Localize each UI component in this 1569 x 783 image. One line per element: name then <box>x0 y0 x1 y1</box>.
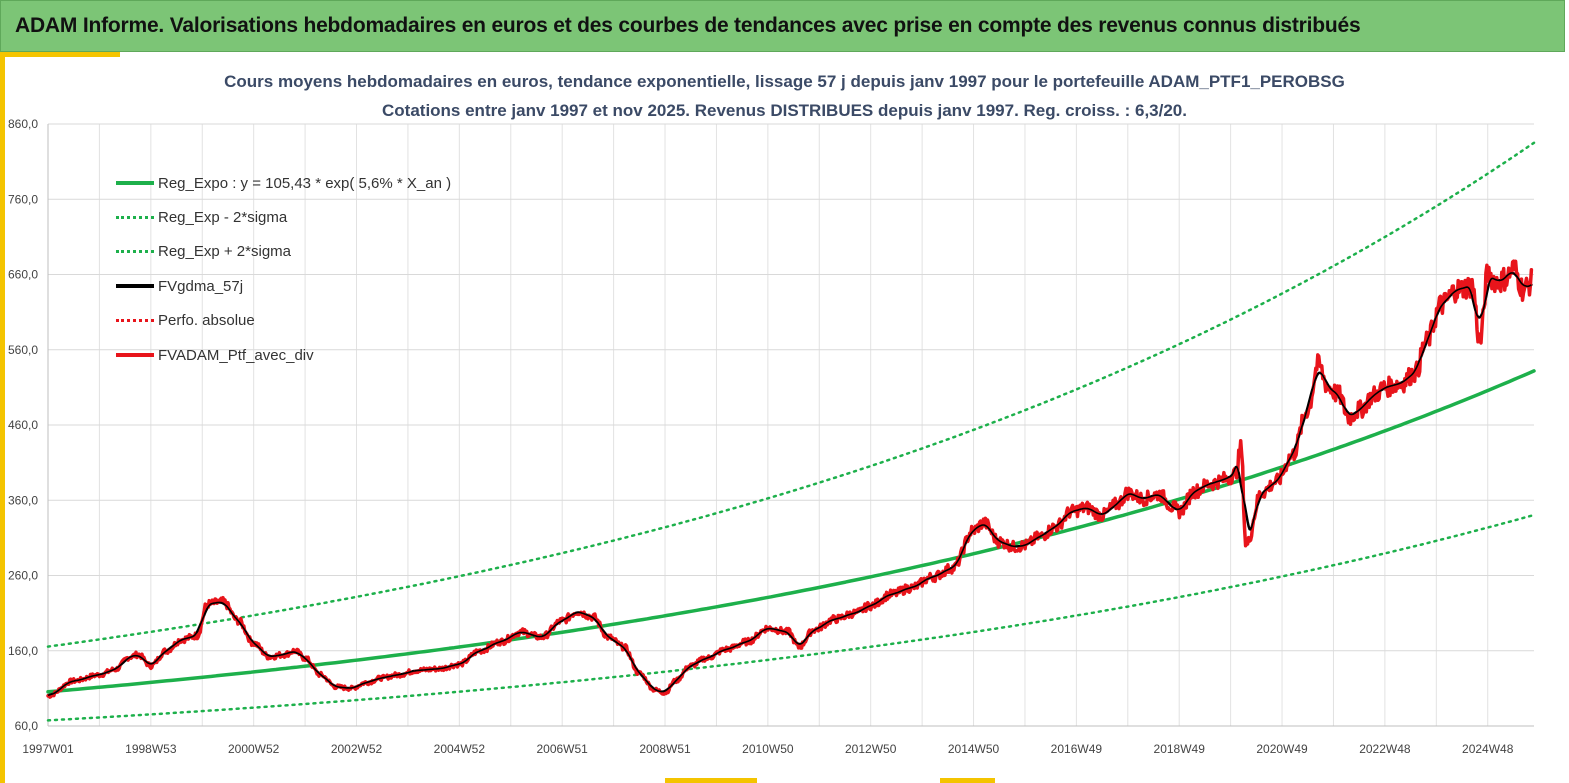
y-tick-label: 260,0 <box>8 569 38 583</box>
legend-label: FVgdma_57j <box>158 277 244 295</box>
page-title: ADAM Informe. Valorisations hebdomadaire… <box>15 14 1361 37</box>
x-tick-label: 2012W50 <box>845 742 897 756</box>
legend-item: Perfo. absolue <box>116 304 451 338</box>
chart-legend: Reg_Expo : y = 105,43 * exp( 5,6% * X_an… <box>116 166 451 372</box>
x-tick-label: 2020W49 <box>1256 742 1308 756</box>
legend-label: Reg_Exp + 2*sigma <box>158 243 291 261</box>
legend-item: Reg_Exp - 2*sigma <box>116 200 451 234</box>
accent-border-top <box>0 52 120 57</box>
series-line <box>46 369 1536 694</box>
legend-swatch <box>116 284 154 289</box>
legend-label: Reg_Expo : y = 105,43 * exp( 5,6% * X_an… <box>158 174 452 192</box>
x-tick-label: 2016W49 <box>1051 742 1103 756</box>
legend-swatch <box>116 319 154 323</box>
y-tick-label: 160,0 <box>8 644 38 658</box>
accent-border-left <box>0 52 5 783</box>
y-tick-label: 560,0 <box>8 343 38 357</box>
x-tick-label: 1997W01 <box>22 742 74 756</box>
x-tick-label: 2014W50 <box>948 742 1000 756</box>
y-tick-label: 360,0 <box>8 493 38 507</box>
y-tick-label: 60,0 <box>15 719 39 733</box>
legend-swatch <box>116 216 154 220</box>
y-tick-label: 860,0 <box>8 117 38 131</box>
x-tick-label: 2018W49 <box>1154 742 1206 756</box>
y-tick-label: 660,0 <box>8 268 38 282</box>
x-tick-label: 2002W52 <box>331 742 383 756</box>
accent-border-bottom-2 <box>940 778 995 783</box>
legend-label: Reg_Exp - 2*sigma <box>158 209 288 227</box>
x-tick-label: 2010W50 <box>742 742 794 756</box>
legend-item: Reg_Exp + 2*sigma <box>116 235 451 269</box>
x-tick-label: 1998W53 <box>125 742 177 756</box>
series-line <box>46 141 1536 648</box>
header-bar: ADAM Informe. Valorisations hebdomadaire… <box>0 0 1565 52</box>
x-tick-label: 2000W52 <box>228 742 280 756</box>
y-tick-label: 460,0 <box>8 418 38 432</box>
legend-item: FVgdma_57j <box>116 269 451 303</box>
series-line <box>46 513 1536 722</box>
legend-swatch <box>116 250 154 254</box>
legend-label: Perfo. absolue <box>158 312 255 330</box>
legend-item: FVADAM_Ptf_avec_div <box>116 338 451 372</box>
accent-border-bottom <box>665 778 757 783</box>
legend-swatch <box>116 181 154 186</box>
legend-item: Reg_Expo : y = 105,43 * exp( 5,6% * X_an… <box>116 166 451 200</box>
x-tick-label: 2024W48 <box>1462 742 1514 756</box>
chart-subtitle: Cotations entre janv 1997 et nov 2025. R… <box>382 101 1187 120</box>
x-tick-label: 2006W51 <box>536 742 588 756</box>
series-line-overlay <box>47 272 1532 696</box>
x-tick-label: 2004W52 <box>434 742 486 756</box>
legend-swatch <box>116 353 154 358</box>
x-tick-label: 2022W48 <box>1359 742 1411 756</box>
x-tick-label: 2008W51 <box>639 742 691 756</box>
legend-label: FVADAM_Ptf_avec_div <box>158 346 314 364</box>
chart-title: Cours moyens hebdomadaires en euros, ten… <box>224 72 1345 91</box>
y-tick-label: 760,0 <box>8 192 38 206</box>
